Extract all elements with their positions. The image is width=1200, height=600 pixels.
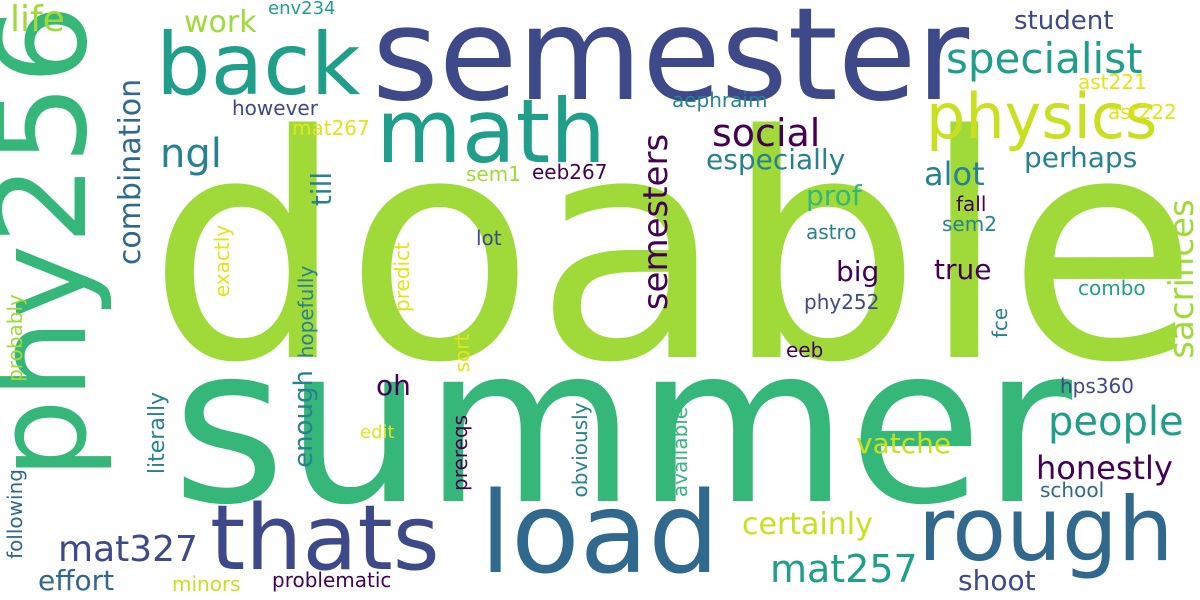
word-edit: edit: [360, 422, 395, 443]
word-predict: predict: [390, 242, 414, 312]
word-ngl: ngl: [160, 131, 222, 177]
word-mat327: mat327: [58, 529, 198, 570]
word-exactly: exactly: [210, 224, 234, 298]
word-aephraim: aephraim: [672, 88, 768, 112]
word-problematic: problematic: [272, 568, 392, 592]
word-lot: lot: [476, 226, 502, 250]
word-obviously: obviously: [568, 402, 592, 498]
word-prereqs: prereqs: [448, 415, 472, 491]
word-especially: especially: [706, 143, 846, 176]
word-physics: physics: [926, 80, 1158, 153]
word-eeb267: eeb267: [532, 160, 608, 184]
word-fce: fce: [988, 307, 1012, 339]
word-certainly: certainly: [742, 507, 873, 542]
word-literally: literally: [145, 391, 170, 475]
word-semester: semester: [372, 0, 970, 130]
word-minors: minors: [172, 572, 241, 596]
word-school: school: [1040, 478, 1105, 502]
word-phy256: phy256: [0, 4, 115, 479]
word-math: math: [376, 80, 606, 183]
word-semesters: semesters: [636, 133, 676, 311]
word-however: however: [232, 96, 318, 120]
word-enough: enough: [289, 370, 319, 468]
word-ast221: ast221: [1078, 70, 1147, 94]
word-astro: astro: [806, 220, 857, 244]
word-sort: sort: [450, 333, 474, 373]
word-work: work: [184, 5, 257, 40]
word-thats: thats: [210, 486, 440, 591]
word-till: till: [305, 171, 338, 207]
word-summer: summer: [172, 300, 1073, 553]
word-shoot: shoot: [958, 564, 1036, 597]
word-oh: oh: [376, 369, 411, 402]
word-effort: effort: [38, 564, 115, 597]
word-probably: probably: [3, 294, 27, 382]
word-available: available: [668, 406, 692, 498]
word-social: social: [712, 111, 821, 155]
word-big: big: [836, 255, 880, 288]
word-true: true: [934, 253, 992, 286]
word-sacrifices: sacrifices: [1162, 199, 1200, 359]
word-hps360: hps360: [1060, 374, 1134, 398]
word-honestly: honestly: [1036, 449, 1173, 487]
word-doable: doable: [148, 70, 1199, 431]
word-prof: prof: [806, 179, 862, 212]
word-sem2: sem2: [942, 212, 997, 236]
word-phy252: phy252: [804, 290, 880, 314]
word-following: following: [3, 469, 27, 559]
word-hopefully: hopefully: [294, 265, 318, 359]
word-student: student: [1014, 6, 1114, 36]
word-vatche: vatche: [856, 427, 952, 460]
word-rough: rough: [918, 478, 1174, 581]
word-back: back: [156, 15, 361, 115]
word-combination: combination: [113, 78, 148, 266]
word-specialist: specialist: [946, 34, 1143, 83]
word-fall: fall: [956, 192, 987, 216]
word-alot: alot: [924, 155, 985, 193]
word-mat257: mat257: [770, 547, 918, 591]
word-life: life: [10, 0, 65, 40]
word-load: load: [480, 469, 720, 599]
word-env234: env234: [268, 0, 336, 19]
word-perhaps: perhaps: [1024, 141, 1138, 174]
word-sem1: sem1: [466, 162, 521, 186]
word-combo: combo: [1078, 276, 1146, 300]
word-ast222: ast222: [1108, 100, 1177, 124]
word-people: people: [1048, 399, 1184, 445]
word-eeb: eeb: [786, 338, 824, 362]
word-mat267: mat267: [292, 116, 370, 140]
